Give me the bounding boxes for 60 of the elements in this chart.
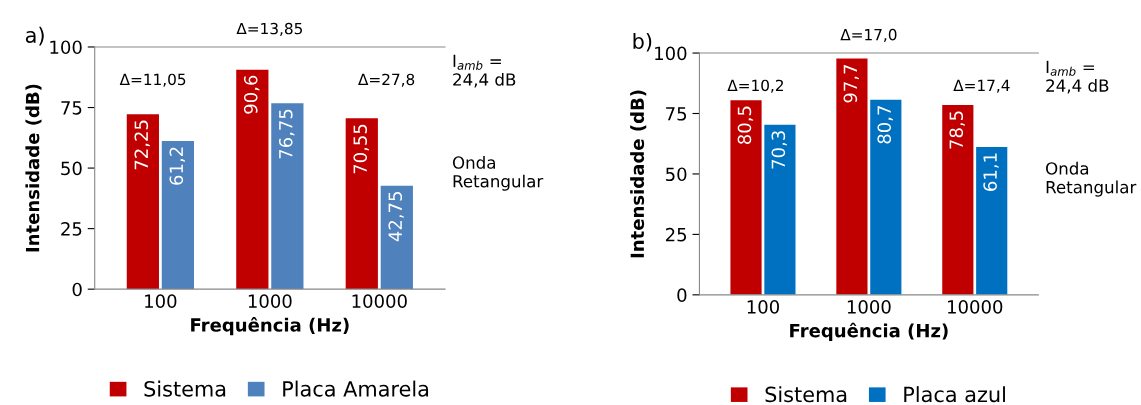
y-tick-label: 100: [50, 40, 82, 55]
bar: [345, 118, 378, 290]
annotation: Δ=17,4: [953, 79, 1010, 93]
bar: [870, 99, 902, 295]
data-label: 61,1: [983, 153, 999, 191]
annotation: Δ=27,8: [358, 73, 415, 87]
data-label: 78,5: [949, 111, 965, 149]
text: Δ=17,0: [840, 28, 897, 42]
bar: [730, 100, 762, 295]
annotation: Δ=11,05: [119, 73, 186, 87]
data-label: 61,2: [169, 147, 185, 185]
data-label: 80,7: [877, 106, 893, 144]
x-tick-label: 10000: [352, 294, 407, 309]
x-tick-label: 1000: [248, 294, 292, 309]
bar: [976, 147, 1008, 295]
bar: [942, 105, 974, 295]
y-tick-label: 50: [61, 161, 82, 176]
x-tick-label: 100: [747, 300, 779, 314]
text: Onda Retangular: [452, 155, 544, 191]
bar: [236, 69, 269, 290]
x-axis-title: Frequência (Hz): [191, 317, 349, 336]
legend-label: Sistema: [144, 380, 226, 397]
text: Onda Retangular: [1046, 161, 1137, 197]
text: I$_{amb}$ = 24,4 dB: [1046, 60, 1109, 94]
x-tick-label: 1000: [847, 300, 891, 314]
y-tick-label: 0: [72, 282, 82, 297]
chart-title: a): [25, 26, 44, 46]
bar: [271, 103, 304, 290]
data-label: 42,75: [388, 192, 404, 242]
annotation: Δ=10,2: [727, 79, 784, 93]
y-tick-label: 75: [61, 101, 82, 115]
y-tick-label: 50: [666, 167, 687, 182]
data-label: 70,3: [771, 131, 787, 169]
data-label: 70,55: [353, 124, 369, 174]
data-label: 76,75: [278, 109, 295, 159]
legend-label: Placa Amarela: [283, 380, 429, 397]
data-label: 72,25: [134, 120, 150, 170]
bar: [836, 58, 868, 295]
bar: [764, 124, 796, 295]
legend-label: Placa azul: [904, 386, 1005, 403]
y-axis-title: Intensidade (dB): [25, 84, 42, 252]
y-tick-label: 25: [61, 222, 82, 236]
x-tick-label: 10000: [948, 300, 1003, 314]
y-tick-label: 100: [655, 46, 687, 61]
text: I$_{amb}$ = 24,4 dB: [453, 54, 516, 88]
bar: [161, 140, 195, 290]
y-axis-title: Intensidade (dB): [630, 90, 647, 258]
data-label: 80,5: [737, 106, 754, 145]
bar: [126, 114, 159, 290]
y-tick-label: 25: [665, 227, 687, 242]
text: Δ=13,85: [236, 22, 303, 36]
data-label: 90,6: [243, 75, 260, 114]
y-tick-label: 75: [666, 107, 687, 121]
data-label: 97,7: [843, 64, 860, 103]
legend-label: Sistema: [765, 386, 847, 403]
chart-title: b): [633, 32, 652, 52]
x-axis-title: Frequência (Hz): [790, 322, 948, 341]
y-tick-label: 0: [677, 288, 687, 302]
x-tick-label: 100: [145, 294, 177, 309]
bar: [380, 185, 413, 290]
